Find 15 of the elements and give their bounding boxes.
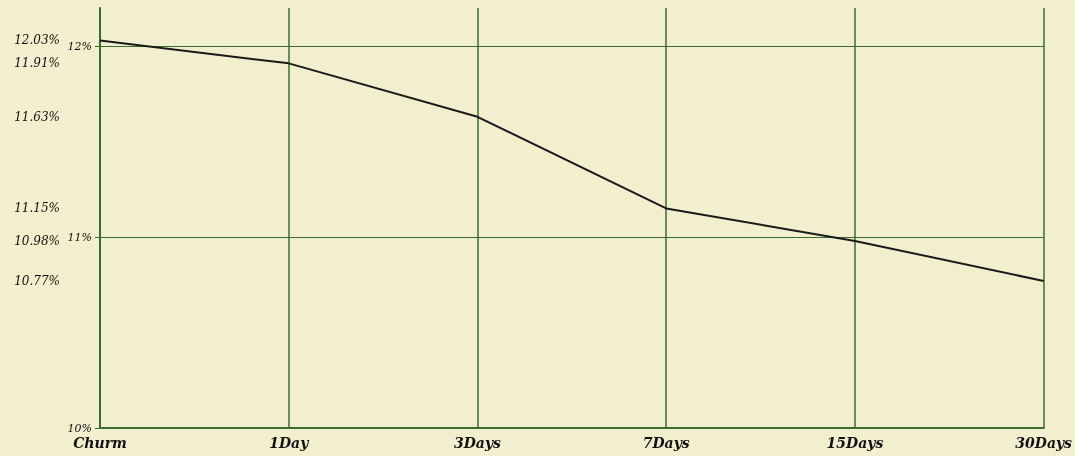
y2-tick-label: 10.77% [14, 274, 60, 288]
x-tick-label: 15Days [826, 435, 884, 451]
y2-tick-label: 11.91% [14, 56, 60, 71]
y-tick-label: 11% [67, 230, 92, 244]
y2-tick-label: 11.63% [14, 109, 60, 124]
y-tick-label: 12% [67, 39, 92, 53]
y2-tick-label: 12.03% [14, 33, 60, 48]
x-tick-label: Churm [73, 435, 127, 451]
y2-tick-label: 11.15% [14, 201, 60, 216]
x-tick-label: 30Days [1015, 435, 1073, 451]
y-tick-label: 10% [67, 421, 92, 435]
y2-tick-label: 10.98% [14, 233, 60, 248]
x-tick-label: 7Days [642, 435, 690, 451]
x-tick-label: 1Day [269, 435, 310, 451]
x-tick-label: 3Days [453, 435, 502, 451]
